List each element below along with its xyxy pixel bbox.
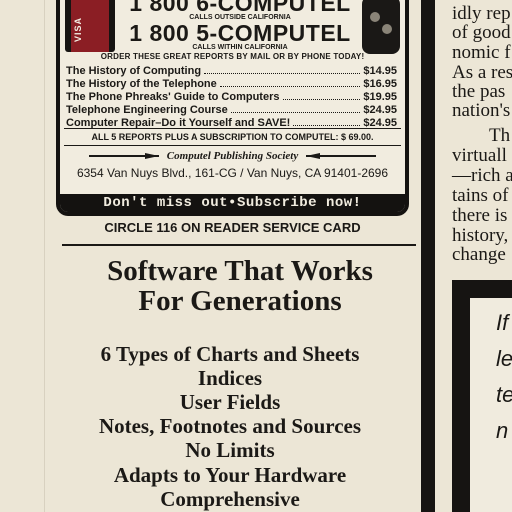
order-heading: ORDER THESE GREAT REPORTS BY MAIL OR BY … <box>100 52 365 61</box>
report-price: $24.95 <box>363 104 397 116</box>
article-text-line: As a res <box>452 62 512 83</box>
article-text-line: nomic f <box>452 42 511 63</box>
report-row: The History of the Telephone $16.95 <box>66 78 397 91</box>
mailing-address: 6354 Van Nuys Blvd., 161-CG / Van Nuys, … <box>76 166 389 180</box>
inset-ad-panel <box>470 298 512 512</box>
feature-item: No Limits <box>185 438 275 462</box>
visa-card-label: VISA <box>73 16 83 42</box>
report-row: The Phone Phreaks' Guide to Computers $1… <box>66 91 397 104</box>
section-divider <box>62 244 416 246</box>
publisher-name: Computel Publishing Society <box>166 150 299 162</box>
inset-text-line: le <box>496 346 512 371</box>
inset-text-line: n <box>496 418 509 443</box>
report-price: $16.95 <box>363 78 397 90</box>
visa-card-image: VISA <box>65 0 115 52</box>
feature-item: User Fields <box>179 390 281 414</box>
article-text-line: —rich a <box>452 165 512 186</box>
phone-within-ca-caption: CALLS WITHIN CALIFORNIA <box>192 44 288 51</box>
page-fold-line <box>44 0 45 512</box>
bundle-offer: ALL 5 REPORTS PLUS A SUBSCRIPTION TO COM… <box>64 128 401 146</box>
computel-order-ad: VISA 1 800 6-COMPUTEL CALLS OUTSIDE CALI… <box>56 0 409 216</box>
reader-service-note: CIRCLE 116 ON READER SERVICE CARD <box>104 220 361 235</box>
arrow-left-icon <box>306 153 377 159</box>
software-headline-line1: Software That Works <box>107 255 373 287</box>
arrow-right-icon <box>88 153 159 159</box>
report-price: $19.95 <box>363 91 397 103</box>
report-row: Computer Repair–Do it Yourself and SAVE!… <box>66 117 397 130</box>
feature-item: Adapts to Your Hardware <box>113 463 347 487</box>
article-text-line: virtuall <box>452 145 507 166</box>
article-text-line: the pas <box>452 81 506 102</box>
report-title: Computer Repair–Do it Yourself and SAVE! <box>66 117 291 129</box>
article-text-line: tains of <box>452 185 509 206</box>
feature-item: Comprehensive <box>160 487 300 511</box>
article-text-line: idly rep <box>452 3 511 24</box>
report-title: The History of Computing <box>66 65 202 77</box>
article-text-line: there is <box>452 205 508 226</box>
report-title: The History of the Telephone <box>66 78 217 90</box>
feature-item: Indices <box>197 366 263 390</box>
feature-item: 6 Types of Charts and Sheets <box>100 342 360 366</box>
phone-number-outside-ca: 1 800 6-COMPUTEL <box>129 0 351 16</box>
report-title: The Phone Phreaks' Guide to Computers <box>66 91 280 103</box>
subscribe-banner: Don't miss out•Subscribe now! <box>60 194 405 212</box>
inset-text-line: te <box>496 382 512 407</box>
card-logo-image <box>362 0 400 54</box>
report-row: The History of Computing $14.95 <box>66 65 397 78</box>
report-price: $24.95 <box>363 117 397 129</box>
phone-number-within-ca: 1 800 5-COMPUTEL <box>129 20 351 46</box>
column-divider <box>421 0 435 512</box>
article-text-line: change <box>452 244 506 265</box>
report-price: $14.95 <box>363 65 397 77</box>
publisher-row: Computel Publishing Society <box>64 148 401 164</box>
article-text-line: of good <box>452 22 511 43</box>
report-row: Telephone Engineering Course $24.95 <box>66 104 397 117</box>
software-headline-line2: For Generations <box>138 285 342 317</box>
feature-item: Notes, Footnotes and Sources <box>98 414 362 438</box>
article-text-line: nation's <box>452 100 511 121</box>
phone-outside-ca-caption: CALLS OUTSIDE CALIFORNIA <box>189 14 291 21</box>
report-title: Telephone Engineering Course <box>66 104 228 116</box>
inset-text-line: If <box>496 310 509 335</box>
article-text-line: Th <box>489 125 511 146</box>
article-text-line: history, <box>452 225 509 246</box>
